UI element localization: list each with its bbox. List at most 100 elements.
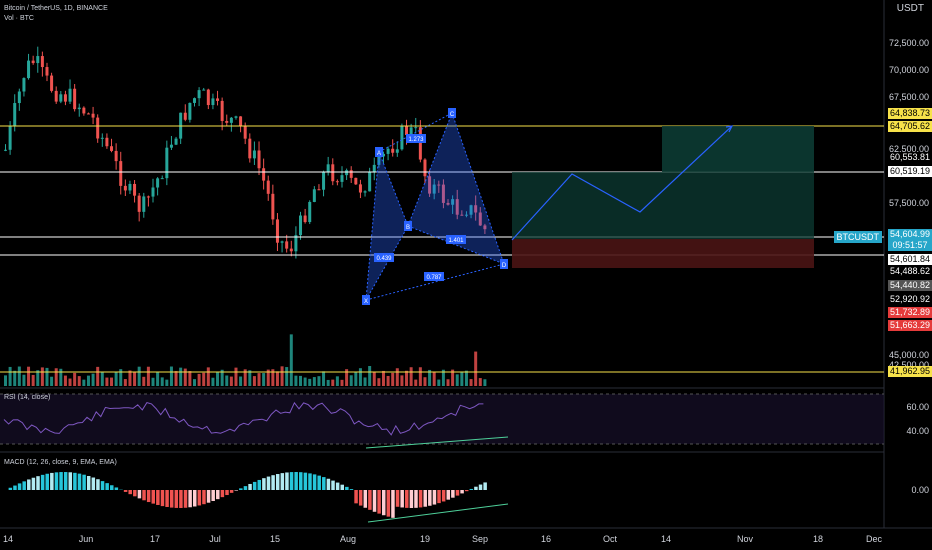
macd-histogram-bar: [308, 473, 312, 490]
candle: [133, 183, 137, 196]
candle: [192, 98, 196, 103]
candle: [59, 94, 63, 102]
x-tick: Jun: [78, 534, 94, 544]
candle: [414, 127, 418, 129]
x-tick: Nov: [736, 534, 754, 544]
volume-bar: [335, 376, 339, 386]
macd-histogram-bar: [451, 490, 455, 498]
price-tag: 64,838.73: [888, 108, 932, 119]
volume-bar: [234, 367, 238, 386]
volume-bar: [423, 377, 427, 386]
volume-bar: [68, 378, 72, 386]
macd-histogram-bar: [368, 490, 372, 510]
macd-histogram-bar: [27, 479, 31, 490]
macd-histogram-bar: [169, 490, 174, 508]
price-tag: 54,601.84: [888, 254, 932, 265]
candle: [68, 88, 72, 102]
x-tick: 15: [269, 534, 281, 544]
forecast-arrow: [725, 125, 734, 133]
candle: [156, 178, 160, 188]
macd-histogram-bar: [474, 486, 478, 490]
candle: [17, 91, 21, 104]
candle: [381, 153, 385, 157]
macd-histogram-bar: [294, 472, 298, 490]
macd-histogram-bar: [202, 490, 206, 505]
candle: [216, 98, 220, 101]
macd-histogram-bar: [220, 490, 225, 498]
candle: [54, 90, 58, 102]
volume-bar: [91, 373, 95, 386]
currency-label[interactable]: USDT: [896, 3, 924, 14]
macd-histogram-bar: [405, 490, 409, 508]
price-tag: 60,519.19: [888, 166, 932, 177]
volume-bar: [428, 369, 432, 386]
long-position-tool: [512, 126, 814, 268]
volume-bar: [77, 376, 81, 386]
candle: [391, 148, 395, 153]
candle: [303, 215, 307, 223]
volume-bar: [146, 366, 150, 386]
x-tick: 16: [540, 534, 552, 544]
volume-bar: [197, 373, 201, 386]
macd-histogram-bar: [455, 490, 460, 496]
volume-bar: [331, 379, 335, 386]
macd-histogram-bar: [418, 490, 423, 508]
volume-bar: [96, 366, 100, 386]
price-tag: 64,705.62: [888, 121, 932, 132]
volume-bar: [119, 369, 123, 386]
macd-histogram-bar: [86, 475, 91, 490]
candle: [271, 193, 275, 220]
candle: [174, 138, 178, 145]
macd-label[interactable]: MACD (12, 26, close, 9, EMA, EMA): [4, 459, 117, 466]
macd-histogram-bar: [335, 482, 340, 490]
candle: [123, 185, 127, 191]
candle: [326, 164, 330, 173]
macd-histogram-bar: [271, 475, 275, 490]
volume-bar: [460, 371, 464, 386]
volume-bar: [211, 377, 215, 386]
candle: [354, 177, 358, 185]
volume-bar: [340, 379, 344, 386]
pattern-point-marker: [375, 147, 383, 157]
macd-histogram-bar: [211, 490, 215, 502]
candle: [137, 195, 141, 212]
volume-bar: [22, 374, 26, 386]
volume-bar: [478, 378, 482, 386]
pattern-point-label: A: [377, 151, 381, 157]
pattern-xab: [366, 152, 408, 300]
price-tag: 54,604.99: [888, 229, 932, 240]
y-tick: 45,000.00: [888, 350, 929, 360]
candle: [100, 137, 104, 139]
macd-histogram-bar: [174, 490, 179, 508]
volume-bar: [8, 366, 12, 386]
price-tag: 54,488.62: [888, 266, 932, 277]
macd-pane: [8, 472, 509, 523]
x-tick: Dec: [865, 534, 883, 544]
volume-bar: [110, 377, 114, 386]
candle: [455, 199, 459, 215]
macd-histogram-bar: [63, 472, 68, 490]
macd-histogram-bar: [22, 481, 26, 490]
volume-bar: [294, 375, 298, 386]
candle: [469, 205, 473, 215]
x-tick: Sep: [471, 534, 489, 544]
pattern-point-label: B: [406, 225, 410, 231]
volume-bar: [312, 377, 316, 386]
y-tick: 62,500.00: [888, 144, 929, 154]
macd-histogram-bar: [423, 490, 427, 507]
candle: [45, 67, 49, 76]
candle: [151, 187, 155, 197]
symbol-title[interactable]: Bitcoin / TetherUS, 1D, BINANCE: [4, 5, 108, 12]
candle: [368, 171, 372, 192]
rsi-label[interactable]: RSI (14, close): [4, 394, 51, 401]
macd-histogram-bar: [123, 490, 128, 492]
volume-bar: [137, 366, 141, 386]
harmonic-pattern: A B C D X 1.273 1.401 0.439 0.787: [362, 108, 508, 305]
macd-histogram-bar: [8, 487, 13, 490]
macd-histogram-bar: [31, 477, 36, 490]
volume-bar: [395, 368, 399, 386]
volume-bar: [446, 379, 450, 386]
volume-bar: [363, 377, 367, 386]
macd-histogram-bar: [96, 479, 100, 490]
